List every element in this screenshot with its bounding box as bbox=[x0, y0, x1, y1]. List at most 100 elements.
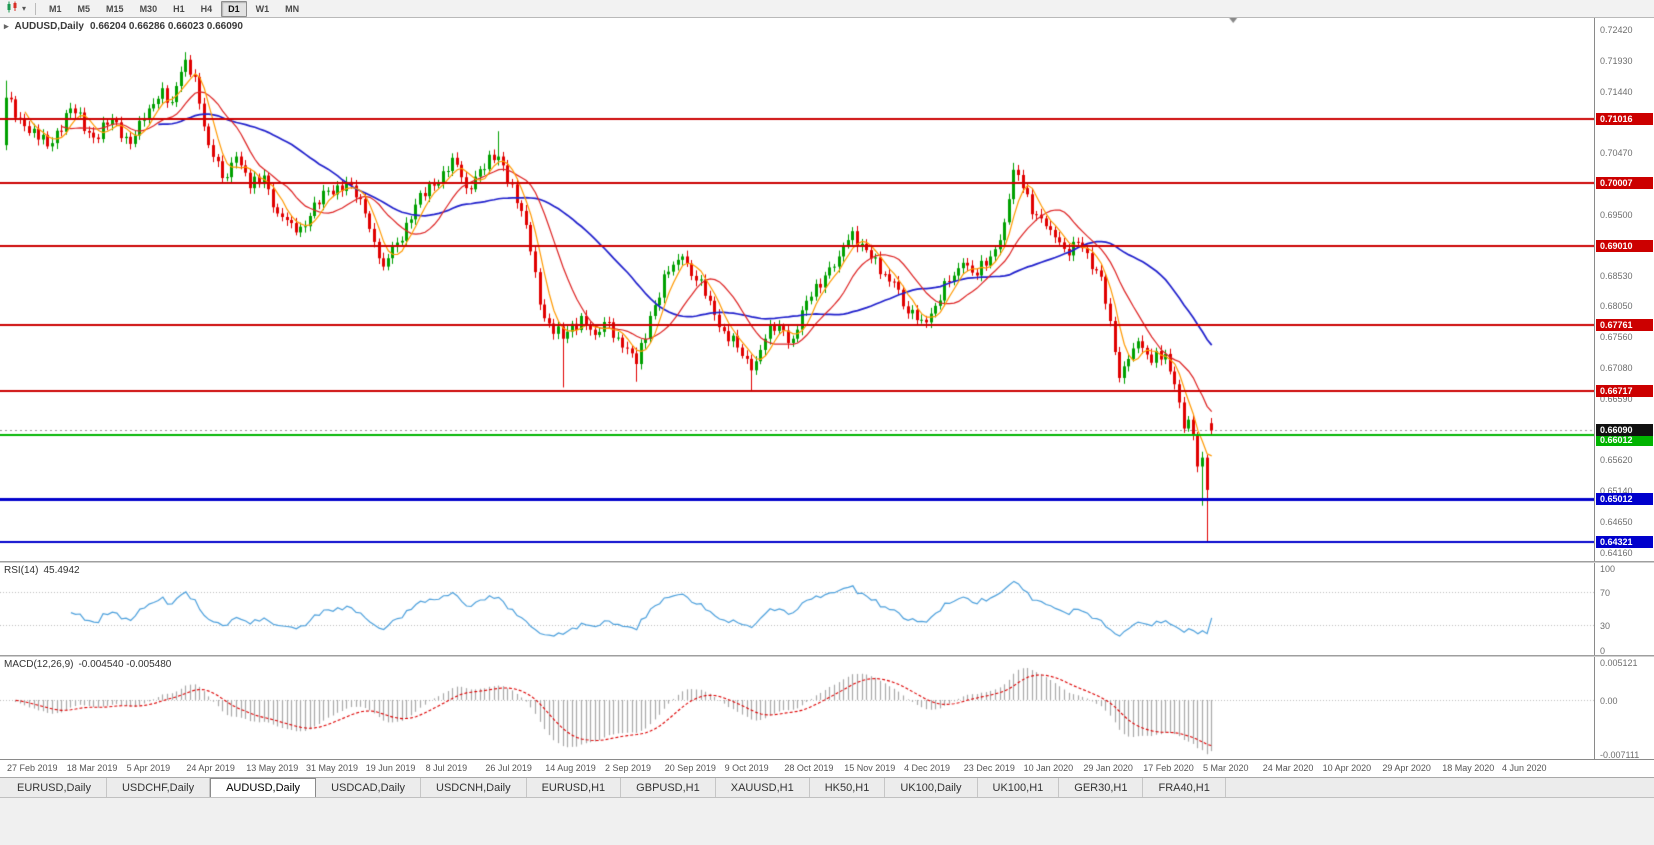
axis-price-label: 0.00 bbox=[1600, 695, 1618, 706]
axis-price-label: 0.67080 bbox=[1600, 362, 1633, 373]
time-axis[interactable]: 27 Feb 2019 18 Mar 2019 5 Apr 2019 24 Apr 2… bbox=[0, 759, 1654, 777]
axis-price-label: 0.70470 bbox=[1600, 148, 1633, 159]
timeframe-button-d1[interactable]: D1 bbox=[221, 0, 247, 17]
toolbar-separator bbox=[35, 2, 37, 15]
time-axis-label: 5 Apr 2019 bbox=[126, 763, 171, 773]
time-axis-label: 28 Oct 2019 bbox=[784, 763, 834, 773]
timeframe-button-mn[interactable]: MN bbox=[285, 3, 300, 14]
axis-price-label: 0.69500 bbox=[1600, 209, 1633, 220]
chart-title: ▸ AUDUSD,Daily 0.66204 0.66286 0.66023 0… bbox=[4, 21, 243, 32]
time-axis-label: 15 Nov 2019 bbox=[844, 763, 896, 773]
axis-price-label: 0.72420 bbox=[1600, 25, 1633, 36]
rsi-label: RSI(14) bbox=[4, 565, 39, 576]
macd-values: -0.004540 -0.005480 bbox=[78, 659, 172, 670]
time-axis-label: 29 Apr 2020 bbox=[1382, 763, 1431, 773]
time-axis-label: 26 Jul 2019 bbox=[485, 763, 532, 773]
time-axis-label: 24 Mar 2020 bbox=[1262, 763, 1314, 773]
chart-tab-eurusd-h1[interactable]: EURUSD,H1 bbox=[526, 778, 622, 797]
timeframe-button-h1[interactable]: H1 bbox=[173, 3, 185, 14]
time-axis-label: 13 May 2019 bbox=[246, 763, 299, 773]
rsi-axis[interactable]: 100 70 30 0 bbox=[1594, 563, 1654, 655]
panel-splitter[interactable] bbox=[0, 655, 1654, 657]
time-axis-label: 31 May 2019 bbox=[306, 763, 359, 773]
price-tag: 0.69010 bbox=[1596, 239, 1653, 252]
timeframe-buttons: M1 M5 M15 M30 H1 H4 D1 W1 MN bbox=[42, 0, 306, 17]
rsi-title: RSI(14) 45.4942 bbox=[4, 565, 80, 576]
chevron-down-icon: ▾ bbox=[22, 3, 27, 13]
time-axis-label: 23 Dec 2019 bbox=[963, 763, 1015, 773]
rsi-value: 45.4942 bbox=[43, 565, 80, 576]
price-tag: 0.66717 bbox=[1596, 384, 1653, 397]
axis-price-label: 0.005121 bbox=[1600, 658, 1638, 668]
chart-tab-usdcad-daily[interactable]: USDCAD,Daily bbox=[316, 778, 422, 797]
price-tag: 0.67761 bbox=[1596, 318, 1653, 331]
time-axis-label: 14 Aug 2019 bbox=[545, 763, 596, 773]
chart-tab-hk50-h1[interactable]: HK50,H1 bbox=[809, 778, 886, 797]
axis-price-label: 0.71930 bbox=[1600, 56, 1633, 66]
time-axis-label: 18 Mar 2019 bbox=[66, 763, 118, 773]
chart-tab-ger30-h1[interactable]: GER30,H1 bbox=[1059, 778, 1144, 797]
chart-type-button[interactable]: ▾ bbox=[3, 1, 29, 17]
time-axis-label: 5 Mar 2020 bbox=[1203, 763, 1249, 773]
main-chart-canvas[interactable] bbox=[0, 18, 1594, 561]
panel-splitter[interactable] bbox=[0, 561, 1654, 563]
axis-price-label: 0 bbox=[1600, 646, 1606, 655]
time-axis-label: 24 Apr 2019 bbox=[186, 763, 235, 773]
symbol-period-label: AUDUSD,Daily bbox=[14, 21, 84, 32]
chart-tab-usdchf-daily[interactable]: USDCHF,Daily bbox=[106, 778, 211, 797]
timeframe-button-h4[interactable]: H4 bbox=[200, 3, 213, 14]
chart-tab-fra40-h1[interactable]: FRA40,H1 bbox=[1143, 778, 1226, 797]
axis-price-label: 0.64650 bbox=[1600, 516, 1633, 527]
time-axis-label: 17 Feb 2020 bbox=[1143, 763, 1194, 773]
price-tag: 0.71016 bbox=[1596, 112, 1653, 125]
rsi-panel: RSI(14) 45.4942 100 70 30 0 bbox=[0, 563, 1654, 655]
time-axis-label: 20 Sep 2019 bbox=[664, 763, 716, 773]
candlestick-chart-icon bbox=[6, 0, 20, 18]
price-tag: 0.65012 bbox=[1596, 492, 1653, 505]
axis-price-label: 30 bbox=[1600, 621, 1611, 632]
chart-tab-gbpusd-h1[interactable]: GBPUSD,H1 bbox=[621, 778, 716, 797]
timeframe-button-m30[interactable]: M30 bbox=[139, 3, 158, 14]
one-click-trading-arrow[interactable]: ▸ bbox=[4, 21, 9, 31]
time-axis-label: 27 Feb 2019 bbox=[7, 763, 58, 773]
price-tag: 0.70007 bbox=[1596, 176, 1653, 189]
chart-tab-uk100-h1[interactable]: UK100,H1 bbox=[977, 778, 1060, 797]
chart-tab-audusd-daily[interactable]: AUDUSD,Daily bbox=[210, 778, 317, 797]
macd-title: MACD(12,26,9) -0.004540 -0.005480 bbox=[4, 659, 171, 670]
time-axis-label: 29 Jan 2020 bbox=[1083, 763, 1133, 773]
time-axis-label: 10 Apr 2020 bbox=[1322, 763, 1372, 773]
timeframe-button-m15[interactable]: M15 bbox=[106, 3, 124, 14]
macd-canvas[interactable] bbox=[0, 657, 1594, 759]
axis-price-label: 70 bbox=[1600, 587, 1611, 598]
chart-tab-uk100-daily[interactable]: UK100,Daily bbox=[885, 778, 978, 797]
ohlc-values: 0.66204 0.66286 0.66023 0.66090 bbox=[90, 21, 243, 32]
timeframe-button-m5[interactable]: M5 bbox=[77, 3, 91, 14]
time-axis-label: 19 Jun 2019 bbox=[365, 763, 416, 773]
axis-price-label: 100 bbox=[1600, 564, 1616, 574]
axis-price-label: 0.67560 bbox=[1600, 332, 1633, 343]
axis-price-label: 0.65620 bbox=[1600, 455, 1633, 466]
chart-tab-xauusd-h1[interactable]: XAUUSD,H1 bbox=[715, 778, 810, 797]
timeframe-toolbar: ▾ M1 M5 M15 M30 H1 H4 D1 W1 MN bbox=[0, 0, 1654, 18]
axis-price-label: -0.007111 bbox=[1600, 750, 1640, 759]
macd-axis[interactable]: 0.005121 0.00 -0.007111 bbox=[1594, 657, 1654, 759]
macd-panel: MACD(12,26,9) -0.004540 -0.005480 0.0051… bbox=[0, 657, 1654, 759]
axis-price-label: 0.68050 bbox=[1600, 301, 1633, 312]
main-chart-panel: ▸ AUDUSD,Daily 0.66204 0.66286 0.66023 0… bbox=[0, 18, 1654, 561]
time-axis-label: 2 Sep 2019 bbox=[605, 763, 652, 773]
time-axis-label: 4 Jun 2020 bbox=[1502, 763, 1547, 773]
time-axis-label: 8 Jul 2019 bbox=[425, 763, 468, 773]
axis-price-label: 0.64160 bbox=[1600, 547, 1633, 558]
chart-tab-usdcnh-daily[interactable]: USDCNH,Daily bbox=[421, 778, 527, 797]
time-axis-label: 9 Oct 2019 bbox=[724, 763, 769, 773]
timeframe-button-w1[interactable]: W1 bbox=[255, 3, 270, 14]
chart-tab-eurusd-daily[interactable]: EURUSD,Daily bbox=[2, 778, 107, 797]
price-tag: 0.66012 bbox=[1596, 434, 1653, 447]
price-tag: 0.64321 bbox=[1596, 536, 1653, 549]
price-axis[interactable]: 0.72420 0.71930 0.71440 0.70470 0.69500 0.685… bbox=[1594, 18, 1654, 561]
macd-label: MACD(12,26,9) bbox=[4, 659, 74, 670]
axis-price-label: 0.68530 bbox=[1600, 271, 1633, 282]
rsi-canvas[interactable] bbox=[0, 563, 1594, 655]
timeframe-button-m1[interactable]: M1 bbox=[49, 3, 62, 14]
